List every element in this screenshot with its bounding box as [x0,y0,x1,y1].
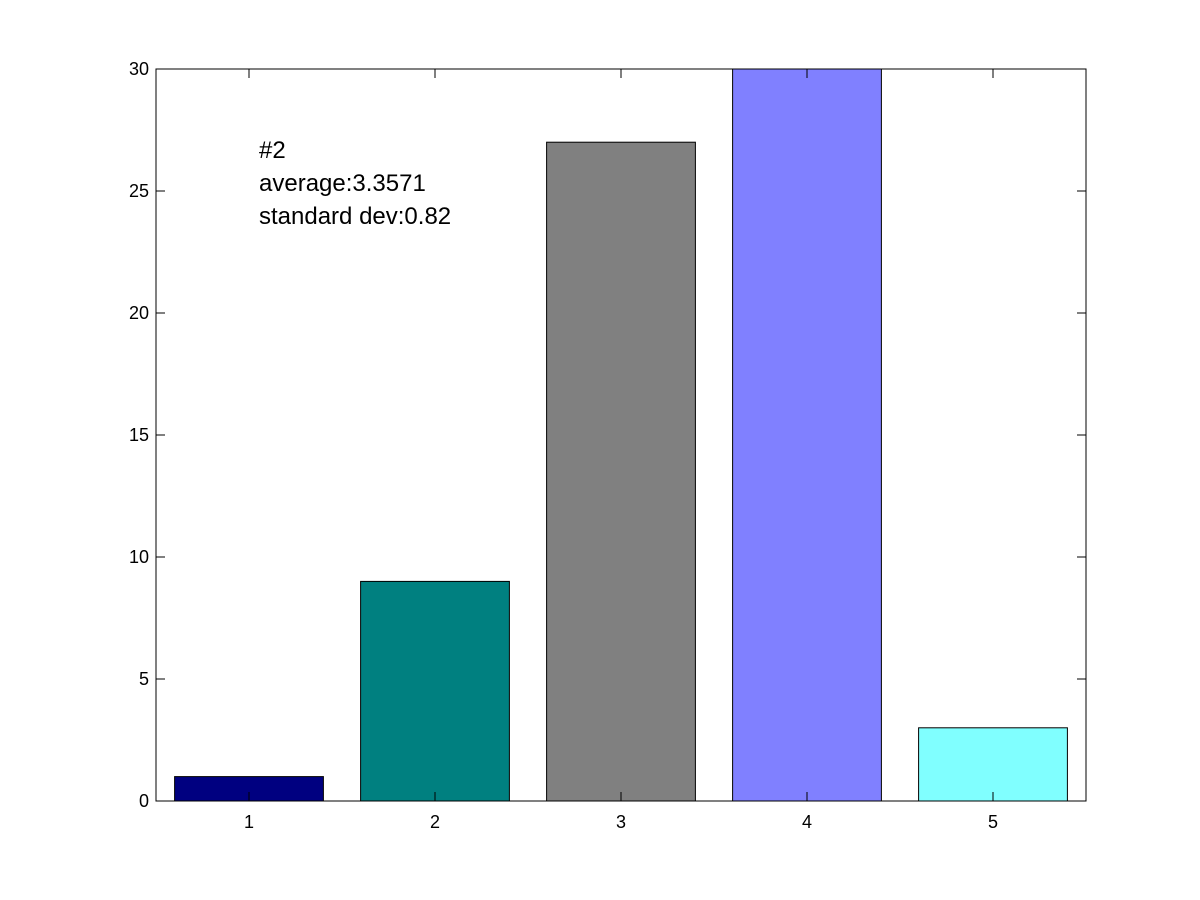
y-tick-label: 20 [129,303,149,323]
y-tick-label: 30 [129,59,149,79]
x-tick-label: 1 [244,812,254,832]
tick-labels-layer: 1 2 3 4 5 0 5 10 15 20 25 30 [129,59,998,832]
y-tick-label: 10 [129,547,149,567]
annotation-block: #2 average:3.3571 standard dev:0.82 [259,137,451,230]
y-tick-label: 0 [139,791,149,811]
y-tick-label: 15 [129,425,149,445]
axes-box [155,68,1087,802]
annotation-average: average:3.3571 [259,170,426,197]
x-tick-label: 3 [616,812,626,832]
x-tick-label: 2 [430,812,440,832]
bars-layer [174,68,1068,802]
bar-4 [732,68,882,802]
bar-2 [360,580,510,802]
bar-5 [918,727,1068,802]
annotation-std-dev: standard dev:0.82 [259,203,451,230]
x-tick-label: 4 [802,812,812,832]
annotation-title: #2 [259,137,286,164]
y-tick-label: 5 [139,669,149,689]
x-tick-label: 5 [988,812,998,832]
y-tick-label: 25 [129,181,149,201]
bar-3 [546,141,696,802]
